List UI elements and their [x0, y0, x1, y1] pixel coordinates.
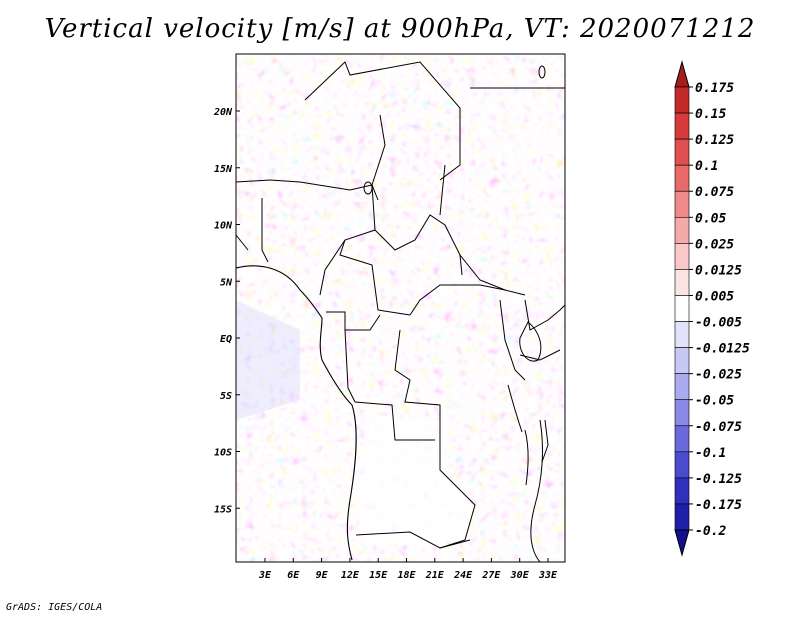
- colorbar-label: 0.1: [695, 159, 718, 174]
- lat-label: 10N: [214, 221, 233, 232]
- lakes: [363, 65, 549, 486]
- colorbar-label: 0.075: [695, 185, 734, 200]
- country-borders: [236, 61, 565, 549]
- lat-label: 15S: [214, 504, 232, 515]
- lat-label: 10S: [214, 448, 232, 459]
- colorbar-box: [674, 86, 690, 114]
- lon-label: 30E: [510, 570, 530, 581]
- colorbar-label: -0.075: [695, 420, 742, 435]
- colorbar-box: [674, 477, 690, 505]
- longitude-axis: 3E 6E 9E 12E 15E 18E 21E 24E 27E 30E 33E: [258, 558, 558, 581]
- coastline: [236, 265, 357, 561]
- lon-label: 21E: [425, 570, 445, 581]
- lon-label: 33E: [538, 570, 558, 581]
- grads-credit: GrADS: IGES/COLA: [6, 602, 103, 613]
- lon-label: 18E: [397, 570, 416, 581]
- lon-label: 6E: [287, 570, 300, 581]
- lat-label: EQ: [220, 334, 232, 345]
- chart-title: Vertical velocity [m/s] at 900hPa, VT: 2…: [44, 14, 756, 44]
- colorbar-box: [674, 373, 690, 401]
- colorbar-box: [674, 321, 690, 348]
- colorbar-box: [674, 216, 690, 244]
- colorbar-label: -0.2: [695, 524, 726, 539]
- plot-frame: [235, 53, 566, 563]
- colorbar-label: 0.15: [695, 107, 726, 122]
- map-plot-area: [236, 54, 565, 562]
- colorbar-label: -0.175: [695, 498, 742, 513]
- colorbar-label: -0.05: [695, 394, 734, 409]
- colorbar-label: 0.175: [695, 81, 734, 96]
- colorbar-label: -0.125: [695, 472, 742, 487]
- lon-label: 3E: [258, 570, 272, 581]
- colorbar-box: [674, 399, 690, 427]
- lon-label: 9E: [316, 570, 329, 581]
- colorbar-label: 0.05: [695, 211, 726, 226]
- colorbar-box: [674, 503, 690, 531]
- colorbar-box: [674, 138, 690, 166]
- colorbar-box: [674, 164, 690, 192]
- lon-label: 12E: [341, 570, 360, 581]
- lon-label: 27E: [481, 570, 501, 581]
- lat-label: 15N: [214, 164, 233, 175]
- lon-label: 24E: [453, 570, 473, 581]
- latitude-axis: 20N 15N 10N 5N EQ 5S 10S 15S: [213, 107, 240, 515]
- colorbar-label: -0.0125: [695, 342, 750, 357]
- colorbar-label: 0.0125: [695, 263, 742, 278]
- lon-label: 15E: [369, 570, 388, 581]
- colorbar-box: [674, 190, 690, 218]
- colorbar-label: -0.1: [695, 446, 726, 461]
- colorbar-box: [674, 112, 690, 140]
- lat-label: 20N: [213, 107, 233, 118]
- colorbar-box: [674, 243, 690, 270]
- colorbar-label: 0.025: [695, 237, 734, 252]
- colorbar-box: [674, 269, 690, 296]
- lat-label: 5S: [220, 391, 232, 402]
- colorbar-box: [674, 425, 690, 453]
- colorbar-box: [674, 347, 690, 374]
- colorbar-label: -0.005: [695, 316, 742, 331]
- colorbar-label: -0.025: [695, 368, 742, 383]
- colorbar-top-triangle: [674, 60, 690, 88]
- colorbar-box: [674, 451, 690, 479]
- colorbar-label: 0.125: [695, 133, 734, 148]
- colorbar-box: [674, 295, 690, 322]
- lat-label: 5N: [220, 277, 233, 288]
- colorbar-bottom-triangle: [674, 529, 690, 557]
- colorbar: 0.175 0.15 0.125 0.1 0.075 0.05 0.025 0.0125 0.0…: [674, 60, 750, 557]
- colorbar-label: 0.005: [695, 289, 734, 304]
